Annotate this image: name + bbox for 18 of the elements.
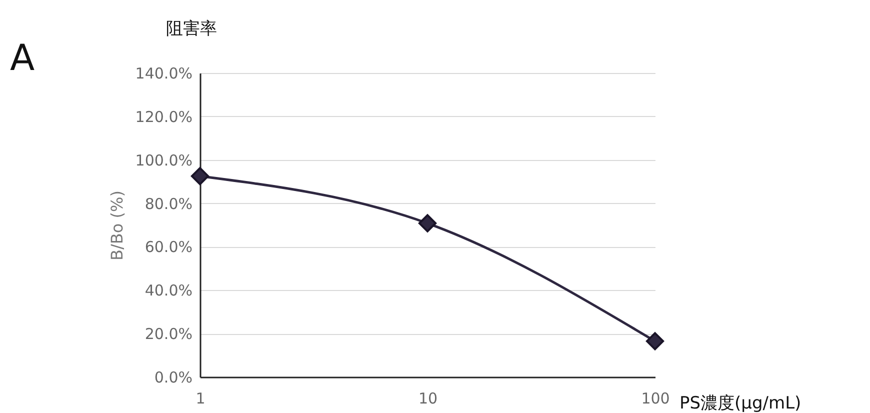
x-axis-title: PS濃度(μg/mL) [680, 394, 802, 413]
chart-title: 阻害率 [166, 19, 217, 39]
y-tick-label: 140.0% [135, 64, 192, 82]
text: A [10, 38, 35, 79]
x-tick-label: 10 [418, 390, 438, 408]
y-tick-label: 100.0% [135, 151, 192, 170]
point [418, 214, 437, 232]
y-tick-label: 120.0% [135, 108, 192, 126]
point [190, 167, 210, 186]
y-tick-label: 20.0% [144, 325, 192, 344]
y-tick-label: 40.0% [144, 282, 192, 300]
x-tick-label: 1 [196, 390, 206, 408]
x-tick-label: 100 [641, 390, 670, 408]
y-tick-label: 80.0% [144, 194, 192, 213]
y-tick-label: 60.0% [144, 238, 192, 256]
y-tick-label: 0.0% [154, 368, 192, 386]
y-axis-title: B/Bo (%) [107, 190, 126, 260]
point [646, 332, 664, 350]
